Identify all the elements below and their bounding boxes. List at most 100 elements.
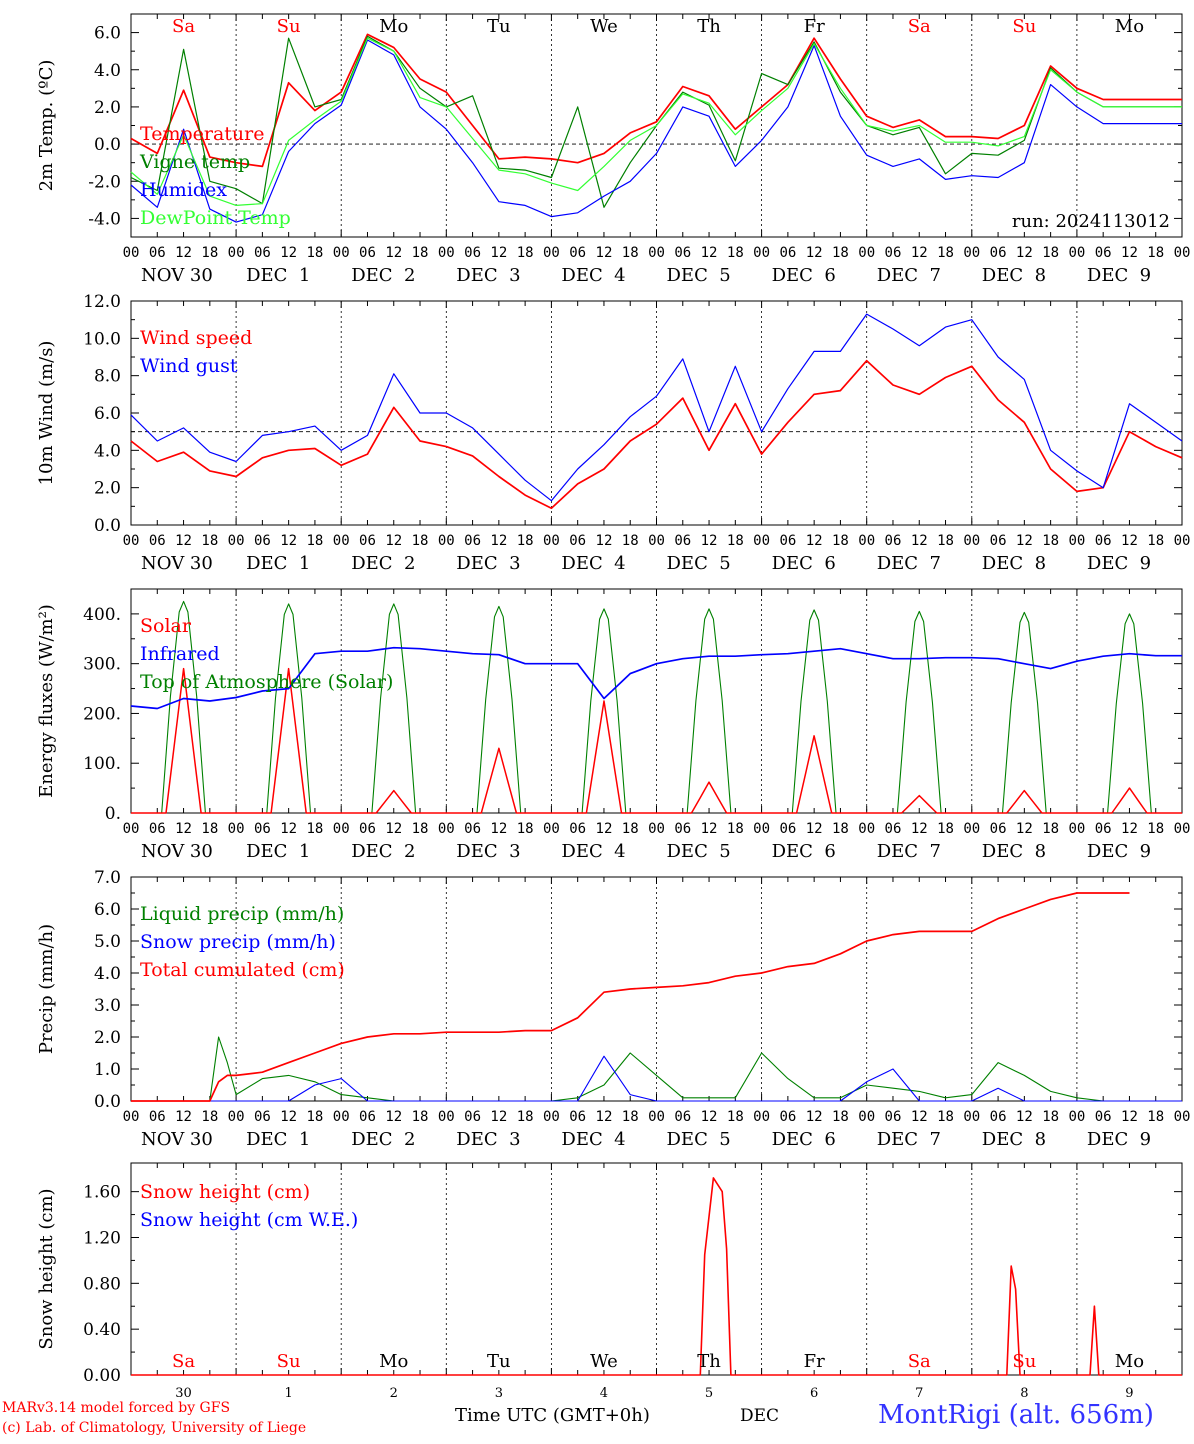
hour-tick-label: 00 [648,533,665,549]
y-axis-label: 10m Wind (m/s) [36,341,57,486]
station-label: MontRigi (alt. 656m) [878,1400,1154,1430]
legend-entry: Infrared [140,643,220,665]
y-tick-label: 12.0 [83,292,121,312]
hour-tick-label: 12 [490,245,507,261]
y-tick-label: 6.0 [94,24,121,44]
hour-tick-label: 18 [201,533,218,549]
hour-tick-label: 00 [123,245,140,261]
hour-tick-label: 12 [911,533,928,549]
hour-tick-label: 00 [648,821,665,837]
hour-tick-label: 18 [412,821,429,837]
hour-tick-label: 06 [674,1109,691,1125]
y-tick-label: 0.80 [83,1274,121,1294]
hour-tick-label: 12 [911,1109,928,1125]
hour-tick-label: 06 [464,245,481,261]
weekday-label: Mo [1115,16,1144,37]
hour-tick-label: 12 [385,533,402,549]
panel-5: 0.00 0.40 0.80 1.20 1.60 Snow height (cm) Sa Su… [36,1162,1183,1401]
date-label: DEC 5 [667,265,731,286]
y-tick-label: 4.0 [94,964,121,984]
day-number-label: 1 [285,1386,293,1401]
weekday-label: Tu [487,16,511,37]
hour-tick-label: 12 [596,533,613,549]
hour-tick-label: 12 [385,245,402,261]
hour-tick-label: 12 [806,533,823,549]
hour-tick-label: 00 [543,1109,560,1125]
y-tick-label: 2.0 [94,479,121,499]
day-number-label: 8 [1020,1386,1028,1401]
hour-tick-label: 18 [306,533,323,549]
y-tick-label: 1.60 [83,1183,121,1203]
hour-tick-label: 00 [333,1109,350,1125]
date-label: DEC 2 [351,841,415,862]
hour-tick-label: 18 [1147,821,1164,837]
hour-tick-label: 18 [937,245,954,261]
hour-tick-label: 18 [517,1109,534,1125]
hour-tick-label: 00 [438,821,455,837]
hour-tick-label: 12 [1121,1109,1138,1125]
hour-tick-label: 00 [123,1109,140,1125]
time-axis-label: Time UTC (GMT+0h) [455,1405,650,1426]
hour-tick-label: 18 [517,533,534,549]
hour-tick-label: 12 [280,245,297,261]
hour-tick-label: 06 [464,1109,481,1125]
hour-tick-label: 12 [911,245,928,261]
hour-tick-label: 12 [806,1109,823,1125]
series-line-solar [131,667,1182,814]
y-tick-label: 4.0 [94,61,121,81]
hour-tick-label: 06 [254,821,271,837]
date-label: DEC 6 [772,265,836,286]
date-label: DEC 5 [667,553,731,574]
date-label: DEC 4 [561,841,625,862]
hour-tick-label: 18 [517,245,534,261]
hour-tick-label: 12 [596,1109,613,1125]
y-tick-label: 0. [105,804,121,824]
hour-tick-label: 06 [149,533,166,549]
hour-tick-label: 00 [228,821,245,837]
date-label: DEC 7 [877,265,941,286]
hour-tick-label: 18 [937,1109,954,1125]
weekday-label: We [590,16,618,37]
hour-tick-label: 00 [858,1109,875,1125]
date-label: DEC 1 [246,553,310,574]
hour-tick-label: 12 [806,245,823,261]
hour-tick-label: 18 [1042,1109,1059,1125]
hour-tick-label: 18 [201,821,218,837]
hour-tick-label: 12 [385,821,402,837]
hour-tick-label: 00 [123,533,140,549]
hour-tick-label: 00 [333,533,350,549]
hour-tick-label: 18 [1147,245,1164,261]
legend-entry: Vigne temp [139,151,250,173]
day-number-label: 3 [495,1386,503,1401]
hour-tick-label: 12 [701,821,718,837]
hour-tick-label: 12 [175,245,192,261]
date-label: DEC 1 [246,1129,310,1150]
hour-tick-label: 18 [1042,821,1059,837]
hour-tick-label: 06 [990,821,1007,837]
hour-tick-label: 06 [149,1109,166,1125]
y-tick-label: 0.0 [94,135,121,155]
date-label: DEC 1 [246,265,310,286]
day-number-label: 9 [1125,1386,1133,1401]
hour-tick-label: 18 [201,1109,218,1125]
y-tick-label: 1.0 [94,1060,121,1080]
hour-tick-label: 06 [254,245,271,261]
hour-tick-label: 12 [1016,245,1033,261]
y-tick-label: 200. [83,704,121,724]
hour-tick-label: 00 [648,245,665,261]
y-axis-label: Precip (mm/h) [36,924,57,1054]
date-label: DEC 1 [246,841,310,862]
hour-tick-label: 00 [228,533,245,549]
legend-entry: Solar [140,615,192,637]
weekday-label: Th [697,1351,721,1372]
hour-tick-label: 12 [701,1109,718,1125]
hour-tick-label: 00 [753,245,770,261]
date-label: DEC 9 [1087,553,1151,574]
hour-tick-label: 00 [648,1109,665,1125]
day-number-label: 5 [705,1386,713,1401]
date-label: DEC 8 [982,553,1046,574]
hour-tick-label: 12 [490,533,507,549]
date-label: DEC 6 [772,1129,836,1150]
